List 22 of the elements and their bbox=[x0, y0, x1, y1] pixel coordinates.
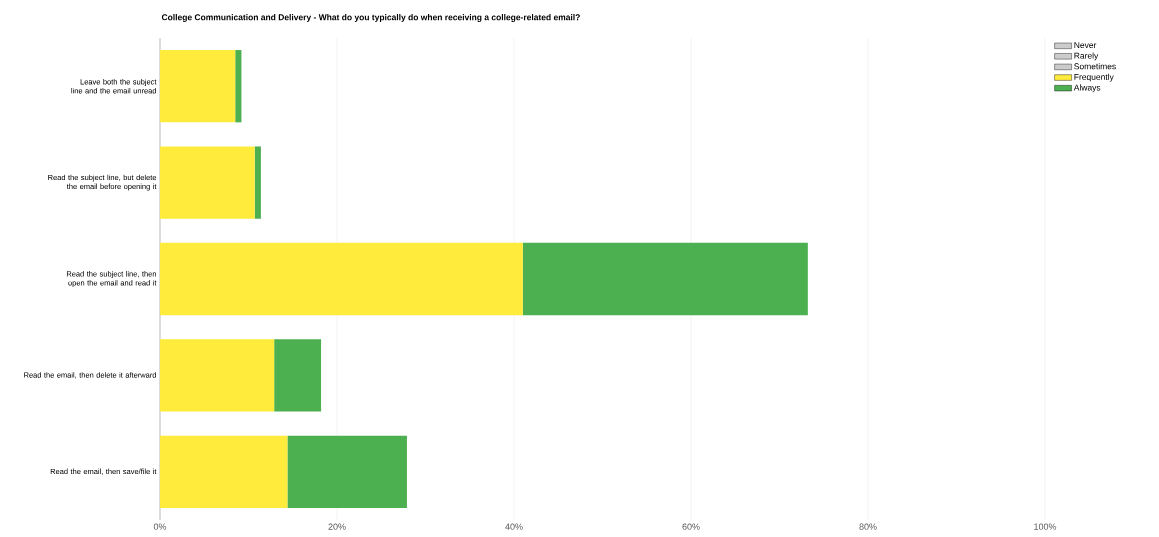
x-tick-label: 0% bbox=[153, 523, 167, 530]
bar bbox=[160, 339, 275, 412]
legend-label: Sometimes bbox=[1074, 63, 1116, 70]
x-tick-label: 80% bbox=[859, 523, 877, 530]
legend-label: Frequently bbox=[1074, 73, 1114, 82]
bar bbox=[160, 146, 255, 219]
bar bbox=[160, 435, 288, 508]
bar bbox=[235, 50, 242, 123]
bar bbox=[274, 339, 322, 412]
bar bbox=[254, 146, 261, 219]
legend-label: Rarely bbox=[1074, 52, 1099, 61]
x-tick-label: 20% bbox=[328, 523, 346, 530]
bar bbox=[522, 242, 808, 316]
x-tick-label: 40% bbox=[505, 523, 523, 530]
legend-label: Always bbox=[1073, 84, 1101, 93]
x-tick-label: 100% bbox=[1034, 523, 1057, 530]
legend-label: Never bbox=[1074, 42, 1097, 49]
bar bbox=[160, 242, 523, 316]
bar bbox=[160, 50, 236, 123]
chart-title: College Communication and Delivery - What do you typically do when receiving a college-related email? bbox=[161, 14, 580, 22]
x-tick-label: 60% bbox=[682, 523, 700, 530]
bar bbox=[287, 435, 407, 508]
